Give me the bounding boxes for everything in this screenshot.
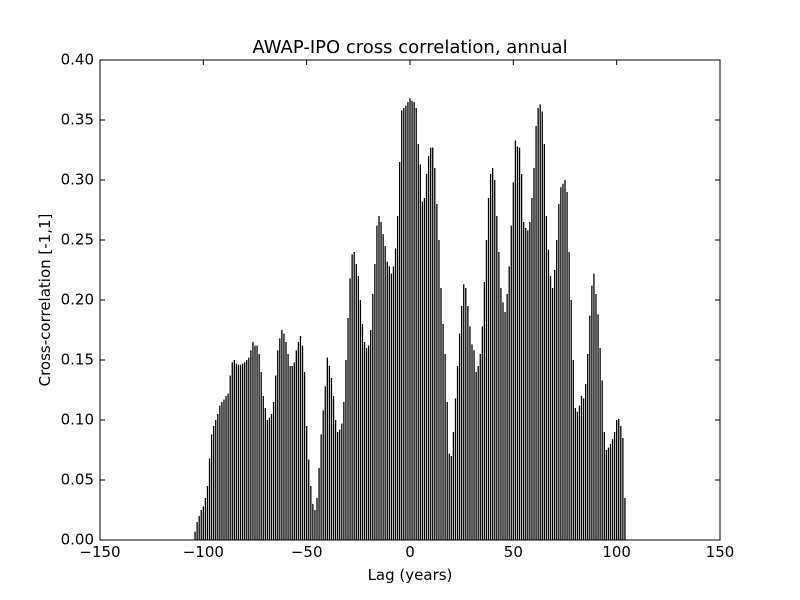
x-axis-label: Lag (years) bbox=[368, 566, 453, 584]
x-tick-label: 100 bbox=[602, 543, 631, 561]
y-tick-label: 0.10 bbox=[61, 411, 94, 429]
x-tick-label: 50 bbox=[504, 543, 523, 561]
x-tick-label: 150 bbox=[706, 543, 735, 561]
x-tick-label: −100 bbox=[183, 543, 224, 561]
y-tick-label: 0.25 bbox=[61, 231, 94, 249]
x-tick-label: −50 bbox=[291, 543, 323, 561]
y-tick-label: 0.35 bbox=[61, 111, 94, 129]
y-tick-label: 0.20 bbox=[61, 291, 94, 309]
y-tick-label: 0.30 bbox=[61, 171, 94, 189]
y-tick-label: 0.00 bbox=[61, 531, 94, 549]
x-tick-label: −150 bbox=[79, 543, 120, 561]
plot-marks bbox=[194, 98, 626, 540]
y-tick-label: 0.40 bbox=[61, 51, 94, 69]
y-tick-label: 0.15 bbox=[61, 351, 94, 369]
y-tick-label: 0.05 bbox=[61, 471, 94, 489]
chart-title: AWAP-IPO cross correlation, annual bbox=[252, 37, 567, 58]
x-tick-label: 0 bbox=[405, 543, 415, 561]
y-axis-label: Cross-correlation [-1,1] bbox=[36, 214, 54, 387]
